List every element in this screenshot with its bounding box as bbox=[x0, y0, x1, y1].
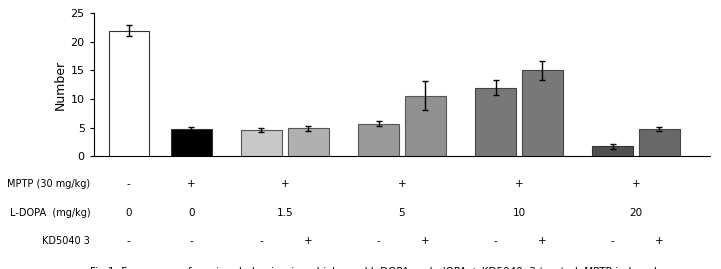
Text: -: - bbox=[611, 236, 614, 246]
Text: +: + bbox=[280, 179, 289, 189]
Bar bbox=[288, 128, 329, 156]
Text: Fig 1. Frequency  of rearing  behavior  in vehicle  and L-DOPA  or L-dOPA + KD50: Fig 1. Frequency of rearing behavior in … bbox=[90, 267, 657, 269]
Text: +: + bbox=[515, 179, 523, 189]
Text: 0: 0 bbox=[125, 207, 132, 218]
Text: -: - bbox=[127, 179, 131, 189]
Text: +: + bbox=[632, 179, 640, 189]
Text: L-DOPA  (mg/kg): L-DOPA (mg/kg) bbox=[9, 207, 90, 218]
Y-axis label: Number: Number bbox=[53, 60, 66, 110]
Text: 20: 20 bbox=[629, 207, 642, 218]
Bar bbox=[171, 129, 211, 156]
Bar bbox=[109, 31, 149, 156]
Bar bbox=[242, 130, 282, 156]
Text: -: - bbox=[376, 236, 381, 246]
Text: -: - bbox=[127, 236, 131, 246]
Text: +: + bbox=[187, 179, 195, 189]
Text: +: + bbox=[304, 236, 313, 246]
Text: +: + bbox=[538, 236, 547, 246]
Text: 10: 10 bbox=[513, 207, 526, 218]
Bar bbox=[640, 129, 680, 156]
Text: +: + bbox=[655, 236, 664, 246]
Bar bbox=[475, 88, 516, 156]
Text: 1.5: 1.5 bbox=[277, 207, 293, 218]
Bar bbox=[593, 146, 633, 156]
Bar bbox=[405, 95, 446, 156]
Text: +: + bbox=[421, 236, 430, 246]
Bar bbox=[358, 123, 399, 156]
Text: +: + bbox=[398, 179, 406, 189]
Text: -: - bbox=[494, 236, 497, 246]
Text: KD5040 3: KD5040 3 bbox=[43, 236, 90, 246]
Bar bbox=[522, 70, 562, 156]
Text: 0: 0 bbox=[188, 207, 195, 218]
Text: 5: 5 bbox=[399, 207, 405, 218]
Text: -: - bbox=[190, 236, 193, 246]
Text: MPTP (30 mg/kg): MPTP (30 mg/kg) bbox=[7, 179, 90, 189]
Text: -: - bbox=[260, 236, 263, 246]
